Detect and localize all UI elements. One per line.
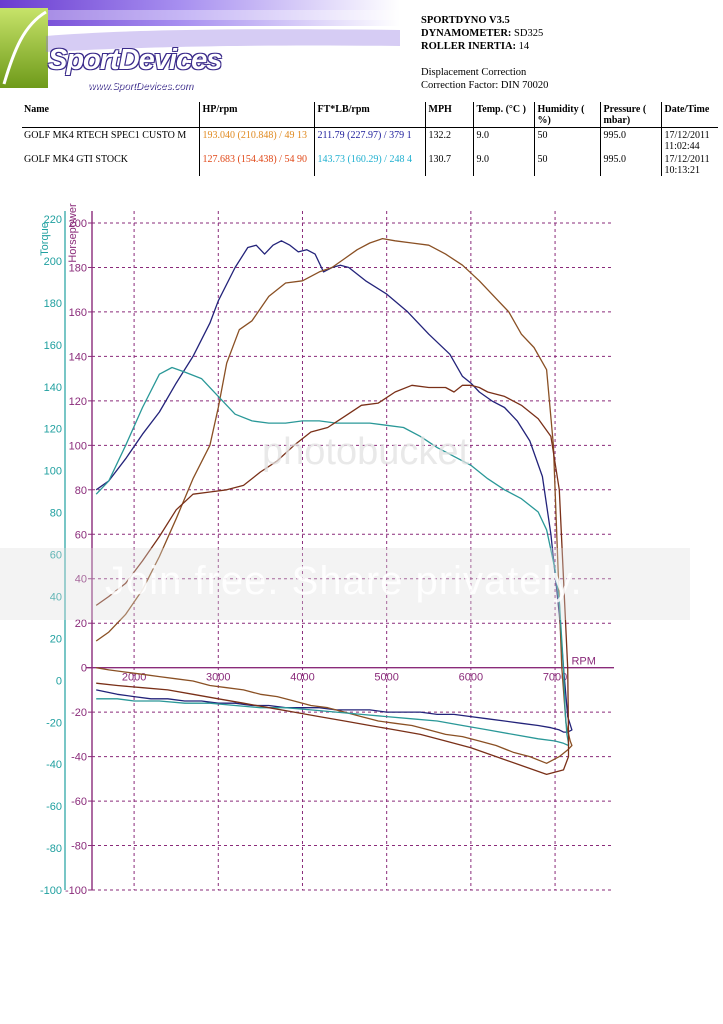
horsepower-axis-title: Horsepower [67,203,79,263]
pressure-cell: 995.0 [599,127,661,152]
torque-tick-label: -80 [46,843,62,855]
rpm-tick-label: 5000 [374,672,398,684]
column-header: Pressure ( mbar) [599,102,661,128]
temp-cell: 9.0 [472,127,534,152]
humidity-cell: 50 [533,127,600,152]
column-header: Date/Time [660,102,718,128]
series-line-tuned-hp [95,237,573,764]
hp-tick-label: 100 [69,440,87,452]
mph-cell: 132.2 [424,127,473,152]
torque-tick-label: 0 [56,675,62,687]
column-header: HP/rpm [198,102,314,128]
torque-tick-label: 220 [44,214,62,226]
brand-logo-text: SportDevices [48,44,222,76]
results-table: Name HP/rpm FT*LB/rpm MPH Temp. (°C ) Hu… [22,102,718,176]
hp-tick-label: -80 [71,841,87,853]
logo-graphic [0,0,400,88]
hp-tick-label: 80 [75,485,87,497]
torque-tick-label: 120 [44,424,62,436]
torque-tick-label: -100 [40,885,62,897]
hp-tick-label: 60 [75,529,87,541]
series-line-stock-hp [95,384,570,776]
torque-cell: 211.79 (227.97) / 379 1 [313,127,425,152]
rpm-tick-label: 2000 [122,672,146,684]
dyno-info: SPORTDYNO V3.5 DYNAMOMETER: SD325 ROLLER… [421,14,548,92]
column-header: MPH [424,102,473,128]
column-header: FT*LB/rpm [313,102,425,128]
mph-cell: 130.7 [424,152,473,176]
column-header: Temp. (°C ) [472,102,534,128]
hp-tick-label: -100 [65,885,87,897]
dynamometer-label: DYNAMOMETER: [421,28,512,39]
inertia-line: ROLLER INERTIA: 14 [421,40,548,53]
dynamometer-line: DYNAMOMETER: SD325 [421,27,548,40]
hp-tick-label: 40 [75,574,87,586]
pressure-cell: 995.0 [599,152,661,176]
torque-tick-label: 200 [44,256,62,268]
run-name: GOLF MK4 GTI STOCK [24,154,128,165]
hp-tick-label: -60 [71,796,87,808]
column-header: Name [22,102,199,128]
torque-tick-label: 140 [44,382,62,394]
hp-tick-label: 180 [69,262,87,274]
hp-tick-label: 160 [69,307,87,319]
hp-tick-label: 140 [69,351,87,363]
torque-tick-label: 160 [44,340,62,352]
torque-axis-title: Torque [39,222,51,256]
rpm-tick-label: 7000 [543,672,567,684]
column-header: Humidity ( %) [533,102,600,128]
torque-tick-label: -20 [46,717,62,729]
table-row: GOLF MK4 GTI STOCK 127.683 (154.438) / 5… [22,152,718,176]
hp-tick-label: 20 [75,618,87,630]
datetime-cell: 17/12/2011 11:02:44 [660,127,718,152]
torque-tick-label: -40 [46,759,62,771]
torque-cell: 143.73 (160.29) / 248 4 [313,152,425,176]
torque-tick-label: 20 [50,633,62,645]
run-name: GOLF MK4 RTECH SPEC1 CUSTO M [24,130,187,141]
logo-banner: SportDevices www.SportDevices.com [0,0,400,100]
inertia-value: 14 [518,41,530,52]
x-axis-title: RPM [571,656,595,668]
rpm-tick-label: 6000 [459,672,483,684]
hp-cell: 193.040 (210.848) / 49 13 [198,127,314,152]
dyno-chart: 220200180160140120100806040200-20-40-60-… [39,203,614,897]
hp-tick-label: -20 [71,707,87,719]
datetime-cell: 17/12/2011 10:13:21 [660,152,718,176]
watermark-logo: photobucket [262,431,470,473]
watermark-text: Join free. Share privately. [105,559,583,603]
correction-title: Displacement Correction [421,67,527,78]
table-header-row: Name HP/rpm FT*LB/rpm MPH Temp. (°C ) Hu… [22,102,718,128]
hp-tick-label: 120 [69,396,87,408]
torque-tick-label: 80 [50,508,62,520]
temp-cell: 9.0 [472,152,534,176]
torque-tick-label: 60 [50,550,62,562]
hp-tick-label: -40 [71,752,87,764]
correction-factor: Correction Factor: DIN 70020 [421,80,549,91]
torque-tick-label: -60 [46,801,62,813]
software-version: SPORTDYNO V3.5 [421,15,510,26]
rpm-tick-label: 4000 [290,672,314,684]
hp-tick-label: 0 [81,663,87,675]
rpm-tick-label: 3000 [206,672,230,684]
brand-url: www.SportDevices.com [88,81,194,92]
torque-tick-label: 40 [50,591,62,603]
watermark-band [0,548,690,620]
inertia-label: ROLLER INERTIA: [421,41,517,52]
humidity-cell: 50 [533,152,600,176]
torque-tick-label: 180 [44,298,62,310]
torque-tick-label: 100 [44,466,62,478]
dynamometer-value: SD325 [514,28,544,39]
series-line-stock-torque [95,366,570,747]
series-line-tuned-torque [95,240,573,733]
table-row: GOLF MK4 RTECH SPEC1 CUSTO M 193.040 (21… [22,127,718,152]
hp-tick-label: 200 [69,218,87,230]
hp-cell: 127.683 (154.438) / 54 90 [198,152,314,176]
